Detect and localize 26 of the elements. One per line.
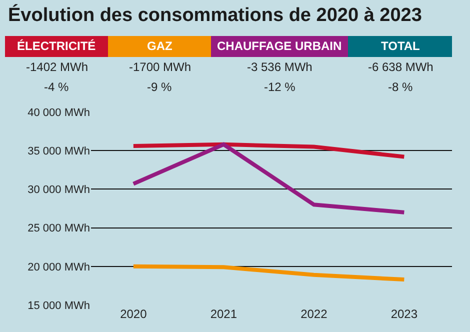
text: -9 % [147,80,172,94]
y-tick-label: 15 000 MWh [28,300,90,312]
text: -1402 MWh [26,60,88,74]
category-label: ÉLECTRICITÉ [17,39,96,53]
text: -12 % [264,80,296,94]
category-label: TOTAL [381,39,420,53]
y-tick-label: 20 000 MWh [28,261,90,274]
line-series [131,142,406,214]
y-tick-label: 25 000 MWh [28,222,90,235]
line-series [131,264,406,282]
x-tick-label: 2021 [210,307,238,321]
x-tick-label: 2023 [390,307,418,321]
text: -3 536 MWh [247,60,312,74]
text: Évolution des consommations de 2020 à 2023 [8,4,422,26]
text: -8 % [388,80,414,94]
line-series [131,142,406,159]
text: -4 % [44,80,70,94]
y-tick-label: 30 000 MWh [28,184,90,196]
x-tick-label: 2022 [300,307,328,321]
x-tick-label: 2020 [120,307,148,321]
y-tick-label: 40 000 MWh [28,106,90,119]
text: -1700 MWh [129,60,192,74]
text: -6 638 MWh [368,60,434,74]
category-label: CHAUFFAGE URBAIN [217,39,342,53]
category-label: GAZ [147,39,172,53]
y-tick-label: 35 000 MWh [28,145,90,158]
